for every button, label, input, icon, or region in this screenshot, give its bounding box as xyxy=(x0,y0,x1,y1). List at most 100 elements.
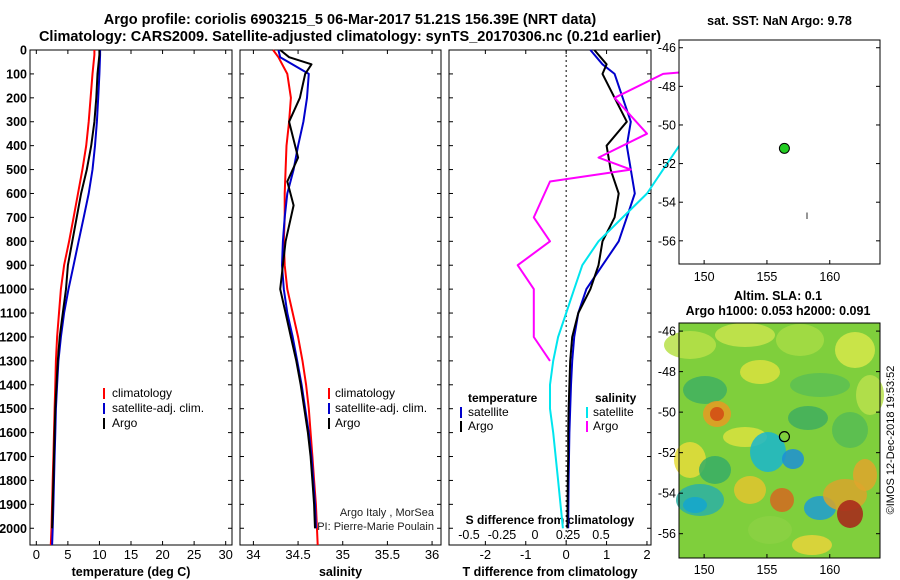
y-tick-label: 1600 xyxy=(0,426,27,440)
trajectory-mark: I xyxy=(806,211,809,221)
temperature-line-climatology xyxy=(49,50,96,546)
float-position-marker xyxy=(778,431,790,443)
y-tick-label: 1100 xyxy=(0,307,27,321)
y-tick-label: 2000 xyxy=(0,522,27,536)
sla-anomaly-blob xyxy=(715,323,775,347)
imos-credit: ©IMOS 12-Dec-2018 19:53:52 xyxy=(885,366,897,515)
x-tick-label: 155 xyxy=(757,563,778,577)
y-tick-label: 1700 xyxy=(0,450,27,464)
sla-anomaly-blob xyxy=(776,324,824,356)
sla-heatmap xyxy=(664,323,884,558)
x2-tick-label: -0.25 xyxy=(488,528,517,542)
temperature-difference-line-argo xyxy=(566,49,628,529)
sla-anomaly-blob xyxy=(664,331,716,359)
sla-anomaly-blob xyxy=(835,332,875,368)
sla-map-title: Altim. SLA: 0.1 xyxy=(734,289,822,303)
title-line-1: Argo profile: coriolis 6903215_5 06-Mar-… xyxy=(103,12,597,28)
sla-map-frame xyxy=(678,322,881,559)
y-tick-label: -54 xyxy=(658,487,676,501)
x-tick-label: 15 xyxy=(124,547,138,562)
sla-anomaly-blob xyxy=(837,500,863,528)
y-tick-label: -50 xyxy=(658,118,676,132)
legend-label: satellite-adj. clim. xyxy=(335,401,427,415)
y-tick-label: 700 xyxy=(6,211,27,225)
x-tick-label: 10 xyxy=(92,547,106,562)
legend-label: Argo xyxy=(593,419,619,433)
x-tick-label: 155 xyxy=(757,270,778,284)
y-tick-label: 300 xyxy=(6,115,27,129)
difference-plot-frame xyxy=(448,49,652,546)
sla-anomaly-blob xyxy=(699,456,731,484)
x-tick-label: 0 xyxy=(563,547,570,562)
sla-anomaly-blob xyxy=(740,360,780,384)
x-tick-label: 150 xyxy=(694,563,715,577)
y-tick-label: -48 xyxy=(658,80,676,94)
title-line-2: Climatology: CARS2009. Satellite-adjuste… xyxy=(38,29,662,45)
x2-tick-label: -0.5 xyxy=(458,528,480,542)
legend-label: satellite xyxy=(593,405,634,419)
legend-label: Argo xyxy=(335,416,361,430)
x-tick-label: 30 xyxy=(218,547,232,562)
sla-anomaly-blob xyxy=(683,376,727,404)
x2-tick-label: 0.5 xyxy=(592,528,609,542)
y-tick-label: -50 xyxy=(658,406,676,420)
legend-label: satellite-adj. clim. xyxy=(112,401,204,415)
y-tick-label: 400 xyxy=(6,139,27,153)
sla-anomaly-blob xyxy=(750,432,786,472)
y-tick-label: 100 xyxy=(6,67,27,81)
sla-map-subtitle: Argo h1000: 0.053 h2000: 0.091 xyxy=(686,304,871,318)
figure-title: Argo profile: coriolis 6903215_5 06-Mar-… xyxy=(30,12,670,46)
sla-anomaly-blob xyxy=(788,406,828,430)
x2-tick-label: 0 xyxy=(532,528,539,542)
y-tick-label: 1500 xyxy=(0,402,27,416)
sla-anomaly-blob xyxy=(683,497,707,513)
sla-anomaly-blob xyxy=(770,488,794,512)
sla-anomaly-blob xyxy=(832,412,868,448)
y-tick-label: 1900 xyxy=(0,498,27,512)
x-tick-label: 35.5 xyxy=(375,547,400,562)
x-tick-label: 160 xyxy=(819,270,840,284)
salinity-x-label: salinity xyxy=(319,565,362,579)
y-tick-label: 500 xyxy=(6,163,27,177)
y-tick-label: 1400 xyxy=(0,378,27,392)
y-tick-label: 900 xyxy=(6,259,27,273)
x-tick-label: 2 xyxy=(643,547,650,562)
x-tick-label: 34.5 xyxy=(285,547,310,562)
salinity-plot-frame xyxy=(239,49,442,546)
salinity-difference-line-argo xyxy=(516,49,778,362)
y-tick-label: -56 xyxy=(658,234,676,248)
x-tick-label: 160 xyxy=(819,563,840,577)
sst-map-frame xyxy=(678,39,881,265)
legend-label: satellite xyxy=(468,405,509,419)
y-tick-label: -52 xyxy=(658,446,676,460)
y-tick-label: -56 xyxy=(658,527,676,541)
y-tick-label: -52 xyxy=(658,157,676,171)
x-tick-label: 150 xyxy=(694,270,715,284)
temperature-difference-line-satellite xyxy=(567,49,636,529)
salinity-line-climatology xyxy=(272,49,319,546)
legend-label: Argo xyxy=(112,416,138,430)
y-tick-label: -48 xyxy=(658,365,676,379)
y-tick-label: 1000 xyxy=(0,283,27,297)
sst-map-title: sat. SST: NaN Argo: 9.78 xyxy=(707,14,852,28)
sla-anomaly-blob xyxy=(790,373,850,397)
y-tick-label: -54 xyxy=(658,196,676,210)
temperature-x-label: temperature (deg C) xyxy=(72,565,191,579)
y-tick-label: -46 xyxy=(658,325,676,339)
sla-anomaly-blob xyxy=(710,407,724,421)
temperature-line-argo xyxy=(51,50,101,529)
sla-anomaly-blob xyxy=(748,516,792,544)
x-tick-label: 0 xyxy=(33,547,40,562)
x-tick-label: -1 xyxy=(520,547,532,562)
x-tick-label: 35 xyxy=(335,547,349,562)
y-tick-label: 1300 xyxy=(0,354,27,368)
y-tick-label: 200 xyxy=(6,91,27,105)
sla-anomaly-blob xyxy=(782,449,804,469)
salinity-difference-x-label: S difference from climatology xyxy=(466,513,635,527)
legend-title-salinity: salinity xyxy=(595,391,637,405)
legend-label: climatology xyxy=(112,386,172,400)
x-tick-label: 25 xyxy=(187,547,201,562)
sla-anomaly-blob xyxy=(856,375,884,415)
y-tick-label: 1200 xyxy=(0,330,27,344)
